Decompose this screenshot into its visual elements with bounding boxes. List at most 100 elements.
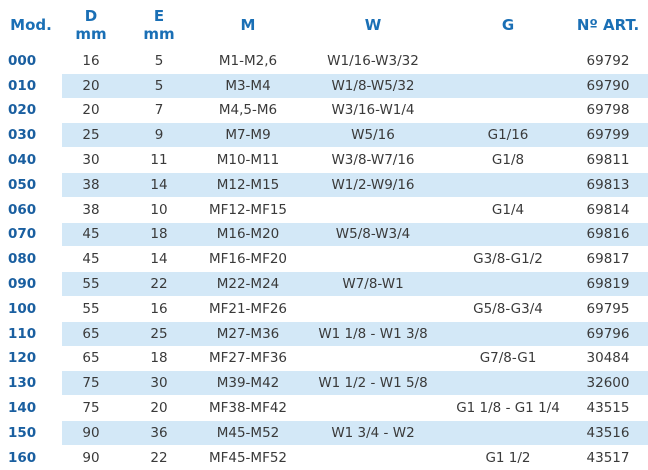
page: {"table": { "headers": [["Mod."], ["D", …	[0, 6, 648, 466]
cell: 45	[62, 221, 120, 248]
empty-cell	[298, 396, 448, 421]
cell: 22	[150, 449, 168, 466]
cell: 55	[82, 300, 100, 317]
model-cell: 080	[8, 251, 37, 268]
empty-cell	[298, 346, 448, 371]
cell: 36	[120, 419, 198, 446]
cell: 65	[82, 350, 100, 367]
empty-cell	[448, 72, 568, 99]
header-text: M	[240, 15, 256, 34]
cell: 69798	[586, 102, 630, 119]
model-cell: 160	[8, 449, 37, 466]
model-cell: 000	[8, 52, 37, 69]
cell: W1 3/4 - W2	[298, 419, 448, 446]
cell: G3/8-G1/2	[473, 251, 543, 268]
column-header: G	[448, 0, 568, 49]
cell: 9	[120, 122, 198, 149]
model-cell: 070	[0, 221, 62, 248]
empty-cell	[448, 370, 568, 397]
cell: 69795	[586, 300, 630, 317]
cell: 20	[82, 102, 100, 119]
cell: MF12-MF15	[208, 201, 288, 218]
model-cell: 120	[8, 350, 37, 367]
model-cell: 110	[0, 320, 62, 347]
cell: M22-M24	[198, 271, 298, 297]
cell: 18	[150, 350, 168, 367]
empty-cell	[448, 221, 568, 248]
cell: G1 1/8 - G1 1/4	[456, 400, 560, 417]
cell: M39-M42	[198, 370, 298, 397]
cell: G5/8-G3/4	[473, 300, 543, 317]
cell: 55	[62, 271, 120, 297]
model-cell: 090	[0, 271, 62, 297]
cell: G1/4	[491, 201, 525, 218]
cell: M3-M4	[198, 72, 298, 99]
cell: 69796	[568, 320, 648, 347]
model-cell: 010	[0, 72, 62, 99]
cell: 75	[82, 400, 100, 417]
model-cell: 030	[0, 122, 62, 149]
cell: M45-M52	[198, 419, 298, 446]
model-cell: 150	[0, 419, 62, 446]
cell: 25	[62, 122, 120, 149]
cell: 16	[150, 300, 168, 317]
model-cell: 020	[8, 102, 37, 119]
table-row: 150 90 36 M45-M52 W1 3/4 - W2 43516	[0, 419, 648, 446]
cell: 69816	[568, 221, 648, 248]
table-row: 000 16 5 M1-M2,6 W1/16-W3/32 69792	[0, 49, 648, 73]
cell: W1 1/8 - W1 3/8	[298, 320, 448, 347]
cell: 22	[120, 271, 198, 297]
table-row: 110 65 25 M27-M36 W1 1/8 - W1 3/8 69796	[0, 320, 648, 347]
cell: W1/16-W3/32	[327, 52, 419, 69]
empty-cell	[448, 49, 568, 73]
cell: W3/16-W1/4	[331, 102, 415, 119]
cell: W1 1/2 - W1 5/8	[298, 370, 448, 397]
cell: 11	[150, 152, 168, 169]
cell: G1/16	[448, 122, 568, 149]
cell: W7/8-W1	[298, 271, 448, 297]
model-cell: 130	[0, 370, 62, 397]
model-cell: 040	[8, 152, 37, 169]
column-header: Mod.	[0, 0, 62, 49]
table-row: 030 25 9 M7-M9 W5/16 G1/16 69799	[0, 122, 648, 149]
header-text: W	[364, 15, 382, 34]
cell: 69790	[568, 72, 648, 99]
cell: 7	[154, 102, 164, 119]
header-text: D	[84, 6, 98, 25]
cell: 90	[82, 449, 100, 466]
cell: M10-M11	[216, 152, 280, 169]
cell: W5/8-W3/4	[298, 221, 448, 248]
empty-cell	[298, 296, 448, 321]
model-cell: 050	[0, 171, 62, 198]
model-cell: 140	[8, 400, 37, 417]
header-text: mm	[75, 24, 107, 43]
table-row: 020 20 7 M4,5-M6 W3/16-W1/4 69798	[0, 98, 648, 123]
header-text: E	[153, 6, 165, 25]
cell: G7/8-G1	[479, 350, 537, 367]
cell: W3/8-W7/16	[331, 152, 415, 169]
cell: W1/2-W9/16	[298, 171, 448, 198]
column-header: Nº ART.	[568, 0, 648, 49]
cell: M16-M20	[198, 221, 298, 248]
cell: G1 1/2	[485, 449, 531, 466]
table-row: 140 75 20 MF38-MF42 G1 1/8 - G1 1/4 43515	[0, 396, 648, 421]
empty-cell	[448, 419, 568, 446]
cell: M12-M15	[198, 171, 298, 198]
table-row: 040 30 11 M10-M11 W3/8-W7/16 G1/8 69811	[0, 148, 648, 173]
cell: 90	[62, 419, 120, 446]
header-text: Mod.	[10, 15, 52, 34]
table-row: 070 45 18 M16-M20 W5/8-W3/4 69816	[0, 221, 648, 248]
table-row: 090 55 22 M22-M24 W7/8-W1 69819	[0, 271, 648, 297]
cell: 5	[154, 52, 164, 69]
cell: M4,5-M6	[218, 102, 278, 119]
cell: 38	[82, 201, 100, 218]
cell: W1/8-W5/32	[298, 72, 448, 99]
cell: 65	[62, 320, 120, 347]
cell: MF45-MF52	[208, 449, 288, 466]
table-row: 050 38 14 M12-M15 W1/2-W9/16 69813	[0, 171, 648, 198]
column-header: M	[198, 0, 298, 49]
cell: MF21-MF26	[208, 300, 288, 317]
cell: M27-M36	[198, 320, 298, 347]
